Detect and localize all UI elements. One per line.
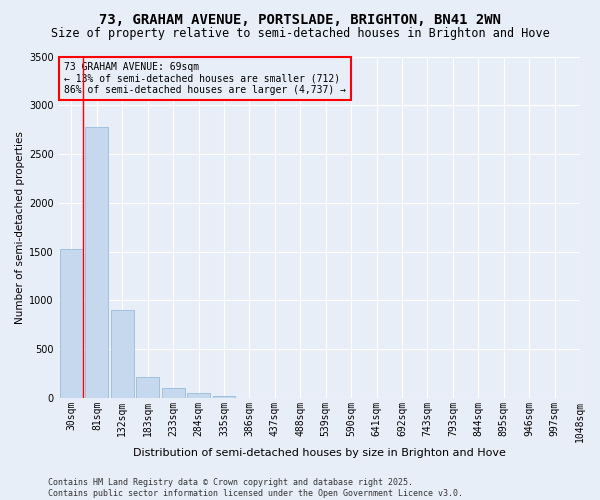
Bar <box>60 248 83 398</box>
Text: 73, GRAHAM AVENUE, PORTSLADE, BRIGHTON, BN41 2WN: 73, GRAHAM AVENUE, PORTSLADE, BRIGHTON, … <box>99 12 501 26</box>
Text: 73 GRAHAM AVENUE: 69sqm
← 13% of semi-detached houses are smaller (712)
86% of s: 73 GRAHAM AVENUE: 69sqm ← 13% of semi-de… <box>64 62 346 95</box>
Text: Size of property relative to semi-detached houses in Brighton and Hove: Size of property relative to semi-detach… <box>50 28 550 40</box>
Bar <box>111 310 134 398</box>
Bar <box>136 376 159 398</box>
Bar <box>212 396 235 398</box>
Text: Contains HM Land Registry data © Crown copyright and database right 2025.
Contai: Contains HM Land Registry data © Crown c… <box>48 478 463 498</box>
Bar <box>187 393 210 398</box>
X-axis label: Distribution of semi-detached houses by size in Brighton and Hove: Distribution of semi-detached houses by … <box>133 448 506 458</box>
Bar <box>162 388 185 398</box>
Bar <box>85 127 109 398</box>
Y-axis label: Number of semi-detached properties: Number of semi-detached properties <box>15 131 25 324</box>
